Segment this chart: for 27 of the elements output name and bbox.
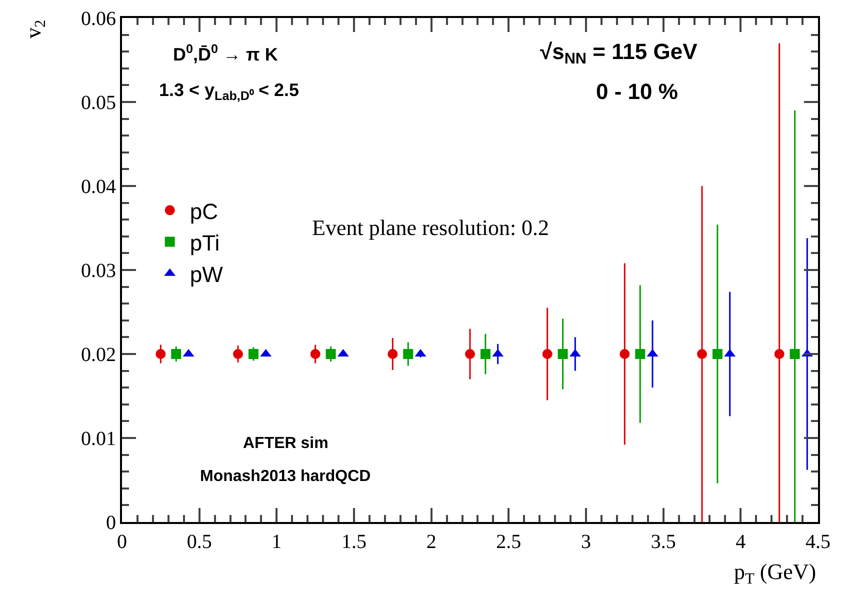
y-tick-label: 0.02	[81, 344, 116, 366]
x-tick-label: 1	[272, 531, 282, 553]
x-tick-label: 0.5	[186, 531, 212, 553]
x-tick-label: 3.5	[650, 531, 676, 553]
x-tick-label: 3	[581, 531, 591, 553]
y-tick-label: 0.03	[81, 260, 116, 282]
y-tick-label: 0.04	[81, 176, 116, 198]
x-axis-title: p$_{T}$ (GeV)	[734, 559, 816, 588]
y-tick-label: 0.06	[81, 8, 116, 30]
x-tick-label: 1.5	[342, 531, 366, 553]
x-tick-label: 4.5	[806, 531, 830, 553]
y-tick-label: 0.01	[81, 428, 116, 450]
legend-label: pW	[190, 262, 224, 287]
annotation: Monash2013 hardQCD	[200, 468, 371, 485]
annotation: D$^{0}$,D̄$^{0}$ → π K	[173, 42, 278, 65]
x-tick-label: 4	[736, 531, 746, 553]
x-tick-label: 2	[426, 531, 436, 553]
legend-label: pC	[190, 198, 218, 224]
x-tick-label: 2.5	[496, 531, 522, 553]
y-tick-label: 0	[106, 512, 116, 534]
annotation: Event plane resolution: 0.2	[312, 215, 550, 240]
annotation: √s$_{NN}$ = 115 GeV	[540, 39, 698, 68]
annotation: AFTER sim	[243, 435, 328, 452]
annotation: 0 - 10 %	[596, 79, 678, 104]
y-tick-label: 0.05	[81, 92, 116, 114]
annotation: 1.3 < y$_{Lab,D⁰}$ < 2.5	[159, 80, 300, 103]
legend-label: pTi	[190, 230, 220, 256]
